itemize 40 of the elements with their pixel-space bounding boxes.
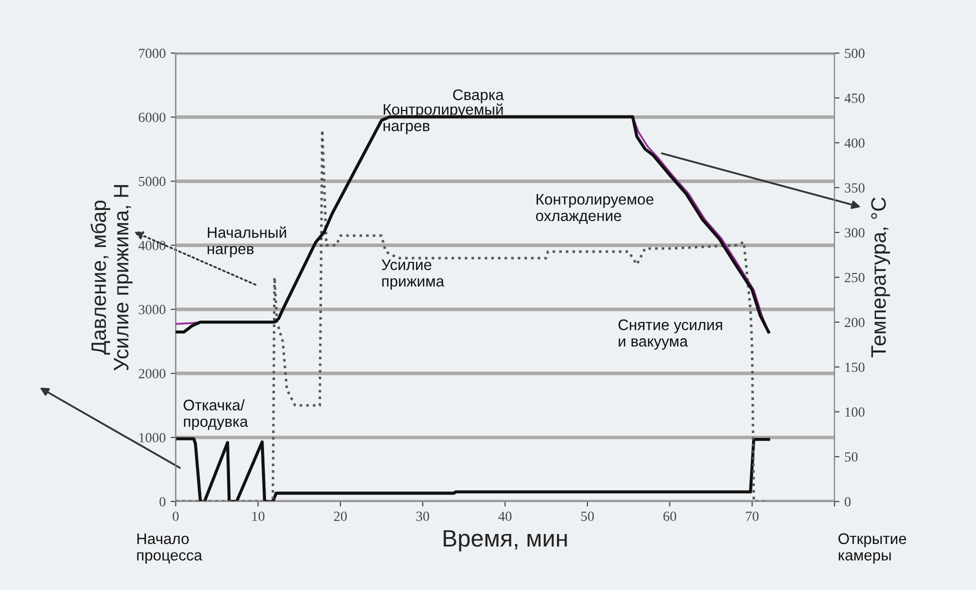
y-tick-label: 3000 (138, 304, 166, 314)
x-tick-label: 40 (498, 512, 512, 521)
x-tick-label: 70 (746, 512, 759, 521)
text: Начало процесса (137, 533, 202, 564)
y2-axis-title: Температура, °C (871, 198, 890, 358)
y-tick-label: 4000 (138, 240, 166, 250)
x-axis-title: Время, мин (444, 530, 567, 552)
y2-tick-label: 250 (844, 272, 865, 282)
y-tick-label: 2000 (138, 368, 166, 378)
y2-tick-label: 150 (845, 362, 865, 372)
y2-tick-label: 100 (845, 407, 865, 417)
x-tick-label: 50 (581, 512, 594, 521)
y-tick-label: 0 (160, 497, 166, 506)
annotation: Снятие усилия и вакуума (618, 319, 722, 350)
y-tick-label: 1000 (139, 433, 166, 442)
y2-tick-label: 200 (844, 318, 865, 328)
x-tick-label: 0 (172, 512, 179, 521)
y2-tick-label: 0 (844, 497, 851, 506)
annotation: Контролируемое охлаждение (536, 194, 654, 224)
x-tick-label: 30 (416, 512, 430, 521)
y2-tick-label: 300 (844, 228, 865, 238)
y-axis-title: Давление, мбар Усилие прижима, Н (90, 185, 133, 371)
annotation: Откачка/ продувка (184, 399, 248, 430)
y-tick-label: 6000 (138, 112, 166, 122)
x-tick-label: 20 (334, 512, 347, 521)
y-tick-label: 5000 (138, 176, 166, 186)
line-series (176, 437, 770, 502)
annotation: Контролируемый нагрев (384, 103, 503, 134)
y2-tick-label: 50 (845, 452, 858, 462)
annotation: Начальный нагрев (208, 226, 286, 258)
x-tick-label: 60 (663, 512, 676, 521)
text: Открытие камеры (838, 533, 906, 564)
y2-tick-label: 350 (844, 183, 865, 193)
y2-tick-label: 500 (845, 48, 865, 58)
y-tick-label: 7000 (139, 48, 166, 58)
annotation: Сварка (453, 89, 504, 104)
y2-tick-label: 400 (844, 138, 865, 148)
annotation: Усилие прижима (382, 259, 444, 290)
x-tick-label: 10 (252, 512, 264, 521)
y2-tick-label: 450 (844, 94, 865, 103)
